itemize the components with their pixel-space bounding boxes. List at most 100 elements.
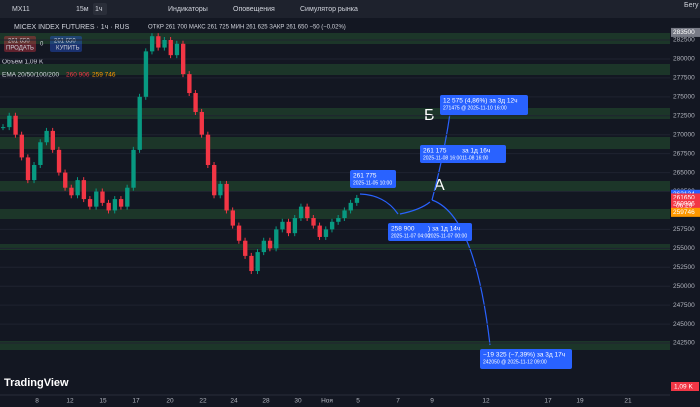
annotation-text: за 1д 16ч xyxy=(462,148,490,155)
ema-value: 259 746 xyxy=(92,72,116,79)
candle xyxy=(125,187,130,207)
legend-title: MICEX INDEX FUTURES · 1ч · RUS xyxy=(14,24,130,31)
annotation-box xyxy=(458,145,506,163)
time-label: 24 xyxy=(230,398,238,405)
candle xyxy=(336,218,341,222)
toolbar xyxy=(0,0,700,18)
price-tick-label: 252500 xyxy=(673,264,695,271)
buy-label: КУПИТЬ xyxy=(56,46,80,52)
annotation-text: 2025-11-07 04:00 xyxy=(391,233,430,239)
candle xyxy=(19,134,24,158)
candle xyxy=(218,183,223,196)
price-tick-label: 242500 xyxy=(673,340,695,347)
candle xyxy=(280,221,285,230)
time-label: 21 xyxy=(624,398,632,405)
candle xyxy=(94,191,99,207)
price-tag-label: 283500 xyxy=(673,29,695,36)
candle xyxy=(317,225,322,237)
time-label: Ноя xyxy=(321,398,333,405)
toolbar-button[interactable]: Симулятор рынка xyxy=(300,6,358,13)
candle xyxy=(249,255,254,272)
candle xyxy=(44,130,49,143)
annotation-text: 271475 @ 2025-11-10 16:00 xyxy=(443,105,507,111)
price-tick-label: 265000 xyxy=(673,169,695,176)
toolbar-button[interactable]: Оповещения xyxy=(233,6,275,13)
legend-ohlc: ОТКР 261 700 МАКС 261 725 МИН 261 625 ЗА… xyxy=(148,25,346,31)
candle xyxy=(100,191,105,203)
time-label: 17 xyxy=(544,398,552,405)
candle xyxy=(224,183,229,211)
price-tick-label: 275000 xyxy=(673,94,695,101)
interval[interactable]: 1ч xyxy=(95,6,103,13)
candle xyxy=(292,218,298,234)
annotation-text: ) за 1д 14ч xyxy=(428,226,460,233)
price-tick-label: 257500 xyxy=(673,226,695,233)
candle xyxy=(112,199,118,211)
brand: TradingView xyxy=(4,377,69,389)
candle xyxy=(32,164,37,181)
candle xyxy=(7,115,12,128)
candle xyxy=(106,202,111,211)
candle xyxy=(75,180,80,196)
candle xyxy=(156,36,161,48)
time-label: 15 xyxy=(99,398,107,405)
price-tag xyxy=(671,27,700,37)
annotation-text: −19 325 (−7,39%) за 3д 17ч xyxy=(483,352,565,359)
price-tick-label: 277500 xyxy=(673,75,695,82)
tag-time: 06:29 xyxy=(676,203,693,210)
price-tag-label: 259746 xyxy=(673,209,695,216)
annotation-box xyxy=(480,349,572,369)
annotation-text: 11-08 16:00 xyxy=(462,155,489,161)
candle xyxy=(81,180,87,200)
price-tick-label: 247500 xyxy=(673,302,695,309)
price-tag xyxy=(671,199,700,209)
candle xyxy=(274,229,279,249)
candle xyxy=(193,93,198,112)
letter: А xyxy=(434,177,445,194)
annotation-text: 2025-11-08 16:00 xyxy=(423,155,462,161)
candle xyxy=(329,221,335,230)
candle xyxy=(298,206,304,219)
candle xyxy=(38,142,43,165)
candle xyxy=(305,206,310,219)
symbol[interactable]: MX11 xyxy=(12,6,30,13)
annotation-text: 2025-11-07 00:00 xyxy=(428,233,467,239)
candle xyxy=(255,252,260,272)
time-label: 22 xyxy=(199,398,207,405)
candle xyxy=(354,197,360,203)
candle xyxy=(137,96,142,150)
candle xyxy=(236,225,242,241)
spread: 0 xyxy=(40,42,44,48)
interval[interactable]: 15м xyxy=(76,6,89,13)
candle xyxy=(50,130,55,150)
candle xyxy=(168,40,173,56)
annotation-text: 242050 @ 2025-11-12 09:00 xyxy=(483,359,547,365)
annotation-text: 258 900 xyxy=(391,226,415,233)
annotation-text: 261 775 xyxy=(353,173,377,180)
candle xyxy=(118,199,124,207)
candle xyxy=(267,240,273,249)
toolbar-right[interactable]: Бегу xyxy=(684,2,699,9)
sell-label: ПРОДАТЬ xyxy=(6,46,34,52)
toolbar-button[interactable]: Индикаторы xyxy=(168,6,208,13)
price-tag-label: 261650 xyxy=(673,195,695,202)
candle xyxy=(342,210,347,219)
candle xyxy=(261,240,267,253)
candle xyxy=(174,43,180,56)
volume-legend: Объём 1,09 K xyxy=(2,58,44,66)
candle xyxy=(311,218,316,226)
candle xyxy=(143,51,149,97)
annotation-text: 2025-11-05 10:00 xyxy=(353,180,392,186)
time-label: 9 xyxy=(430,398,434,405)
annotation-box xyxy=(420,145,462,163)
price-tag xyxy=(671,193,700,203)
volume-tag-label: 1,09 K xyxy=(674,384,693,391)
candle xyxy=(149,36,155,52)
interval-active xyxy=(93,3,107,15)
time-label: 17 xyxy=(132,398,140,405)
annotation-text: 12 575 (4,86%) за 3д 12ч xyxy=(443,98,517,105)
candle xyxy=(286,221,291,234)
candle xyxy=(25,157,31,181)
price-tag-label: 260906 xyxy=(673,200,695,207)
